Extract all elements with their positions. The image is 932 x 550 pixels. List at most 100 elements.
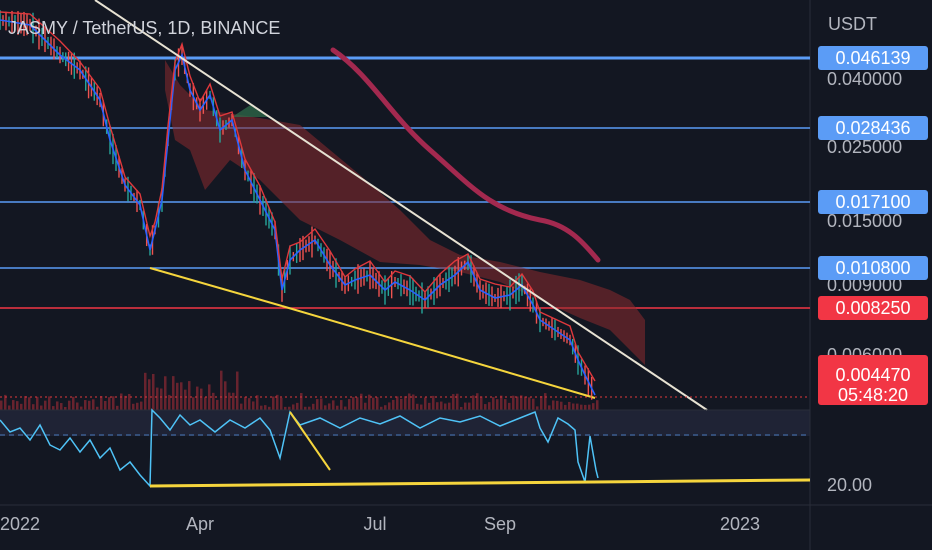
volume-bar bbox=[380, 406, 383, 410]
price-axis-currency: USDT bbox=[828, 14, 877, 34]
volume-bar bbox=[140, 401, 143, 410]
volume-bar bbox=[576, 403, 579, 410]
volume-bar bbox=[332, 400, 335, 410]
price-level-tag-text: 0.028436 bbox=[835, 118, 910, 138]
volume-bar bbox=[60, 403, 63, 410]
time-tick-label: Sep bbox=[484, 514, 516, 534]
volume-bar bbox=[180, 382, 183, 410]
volume-bar bbox=[396, 396, 399, 410]
volume-bar bbox=[288, 406, 291, 410]
last-price-tag bbox=[818, 355, 928, 405]
price-level-tag bbox=[818, 46, 928, 70]
volume-bar bbox=[508, 402, 511, 410]
volume-bar bbox=[184, 389, 187, 410]
volume-bar bbox=[384, 405, 387, 410]
volume-bar bbox=[412, 394, 415, 410]
volume-bar bbox=[152, 373, 155, 410]
volume-bar bbox=[40, 405, 43, 410]
last-price-countdown: 05:48:20 bbox=[838, 385, 908, 405]
volume-bar bbox=[296, 402, 299, 410]
volume-bar bbox=[552, 400, 555, 410]
time-tick-label: 2022 bbox=[0, 514, 40, 534]
oscillator-line bbox=[0, 408, 599, 488]
volume-bar bbox=[532, 398, 535, 410]
volume-bar bbox=[544, 393, 547, 410]
volume-bar bbox=[420, 404, 423, 410]
volume-bar bbox=[368, 394, 371, 410]
oscillator-support-line bbox=[149, 478, 811, 488]
volume-bar bbox=[284, 406, 287, 410]
volume-bar bbox=[160, 388, 163, 410]
volume-bar bbox=[276, 394, 279, 410]
volume-bar bbox=[228, 392, 231, 410]
volume-bar bbox=[256, 395, 259, 410]
volume-bar bbox=[120, 393, 123, 410]
volume-bar bbox=[328, 403, 331, 410]
volume-bar bbox=[352, 397, 355, 410]
support-trendline bbox=[281, 305, 596, 399]
volume-bar bbox=[440, 401, 443, 410]
volume-bar bbox=[512, 395, 515, 410]
volume-bar bbox=[408, 393, 411, 410]
volume-bar bbox=[348, 399, 351, 410]
chart-title: JASMY / TetherUS, 1D, BINANCE bbox=[8, 18, 281, 38]
volume-bar bbox=[364, 402, 367, 410]
volume-bar bbox=[392, 399, 395, 410]
volume-bar bbox=[104, 400, 107, 410]
volume-bar bbox=[436, 402, 439, 410]
volume-bar bbox=[204, 397, 207, 410]
time-tick-label: Apr bbox=[186, 514, 214, 534]
price-tick-label: 0.025000 bbox=[827, 137, 902, 157]
indicator-level-label: 20.00 bbox=[827, 475, 872, 495]
volume-bar bbox=[564, 404, 567, 410]
volume-bar bbox=[36, 396, 39, 410]
last-price-value: 0.004470 bbox=[835, 365, 910, 385]
volume-bar bbox=[536, 406, 539, 410]
volume-bar bbox=[248, 398, 251, 410]
volume-bar bbox=[472, 395, 475, 410]
volume-bar bbox=[460, 406, 463, 410]
volume-bar bbox=[216, 399, 219, 410]
volume-bar bbox=[588, 404, 591, 410]
price-level-tag bbox=[818, 190, 928, 214]
volume-bar bbox=[344, 406, 347, 410]
volume-bar bbox=[484, 404, 487, 410]
volume-bar bbox=[464, 402, 467, 410]
volume-bar bbox=[320, 398, 323, 410]
volume-bar bbox=[400, 398, 403, 410]
volume-bar bbox=[280, 397, 283, 410]
volume-bar bbox=[516, 396, 519, 410]
volume-bar bbox=[476, 393, 479, 410]
volume-bar bbox=[200, 388, 203, 410]
volume-bar bbox=[316, 399, 319, 410]
volume-bar bbox=[264, 405, 267, 410]
volume-bar bbox=[0, 400, 3, 410]
volume-bar bbox=[376, 397, 379, 410]
price-level-tag-text: 0.046139 bbox=[835, 48, 910, 68]
volume-bar bbox=[428, 402, 431, 410]
volume-bar bbox=[304, 406, 307, 410]
volume-bar bbox=[28, 397, 31, 410]
time-tick-label: 2023 bbox=[720, 514, 760, 534]
volume-bar bbox=[272, 396, 275, 410]
volume-bar bbox=[568, 401, 571, 410]
volume-bar bbox=[196, 386, 199, 410]
volume-bar bbox=[116, 405, 119, 410]
volume-bar bbox=[324, 405, 327, 410]
volume-bar bbox=[212, 392, 215, 410]
ma-fast-line bbox=[0, 19, 596, 396]
volume-bar bbox=[16, 401, 19, 410]
price-tick-label: 0.040000 bbox=[827, 69, 902, 89]
volume-bar bbox=[84, 400, 87, 410]
volume-bar bbox=[164, 376, 167, 410]
volume-bar bbox=[416, 403, 419, 410]
resistance-trendline bbox=[94, 0, 708, 411]
price-level-tag-text: 0.008250 bbox=[835, 298, 910, 318]
volume-bar bbox=[528, 397, 531, 410]
price-level-tag-text: 0.010800 bbox=[835, 258, 910, 278]
volume-bar bbox=[88, 400, 91, 410]
volume-bar bbox=[232, 392, 235, 410]
